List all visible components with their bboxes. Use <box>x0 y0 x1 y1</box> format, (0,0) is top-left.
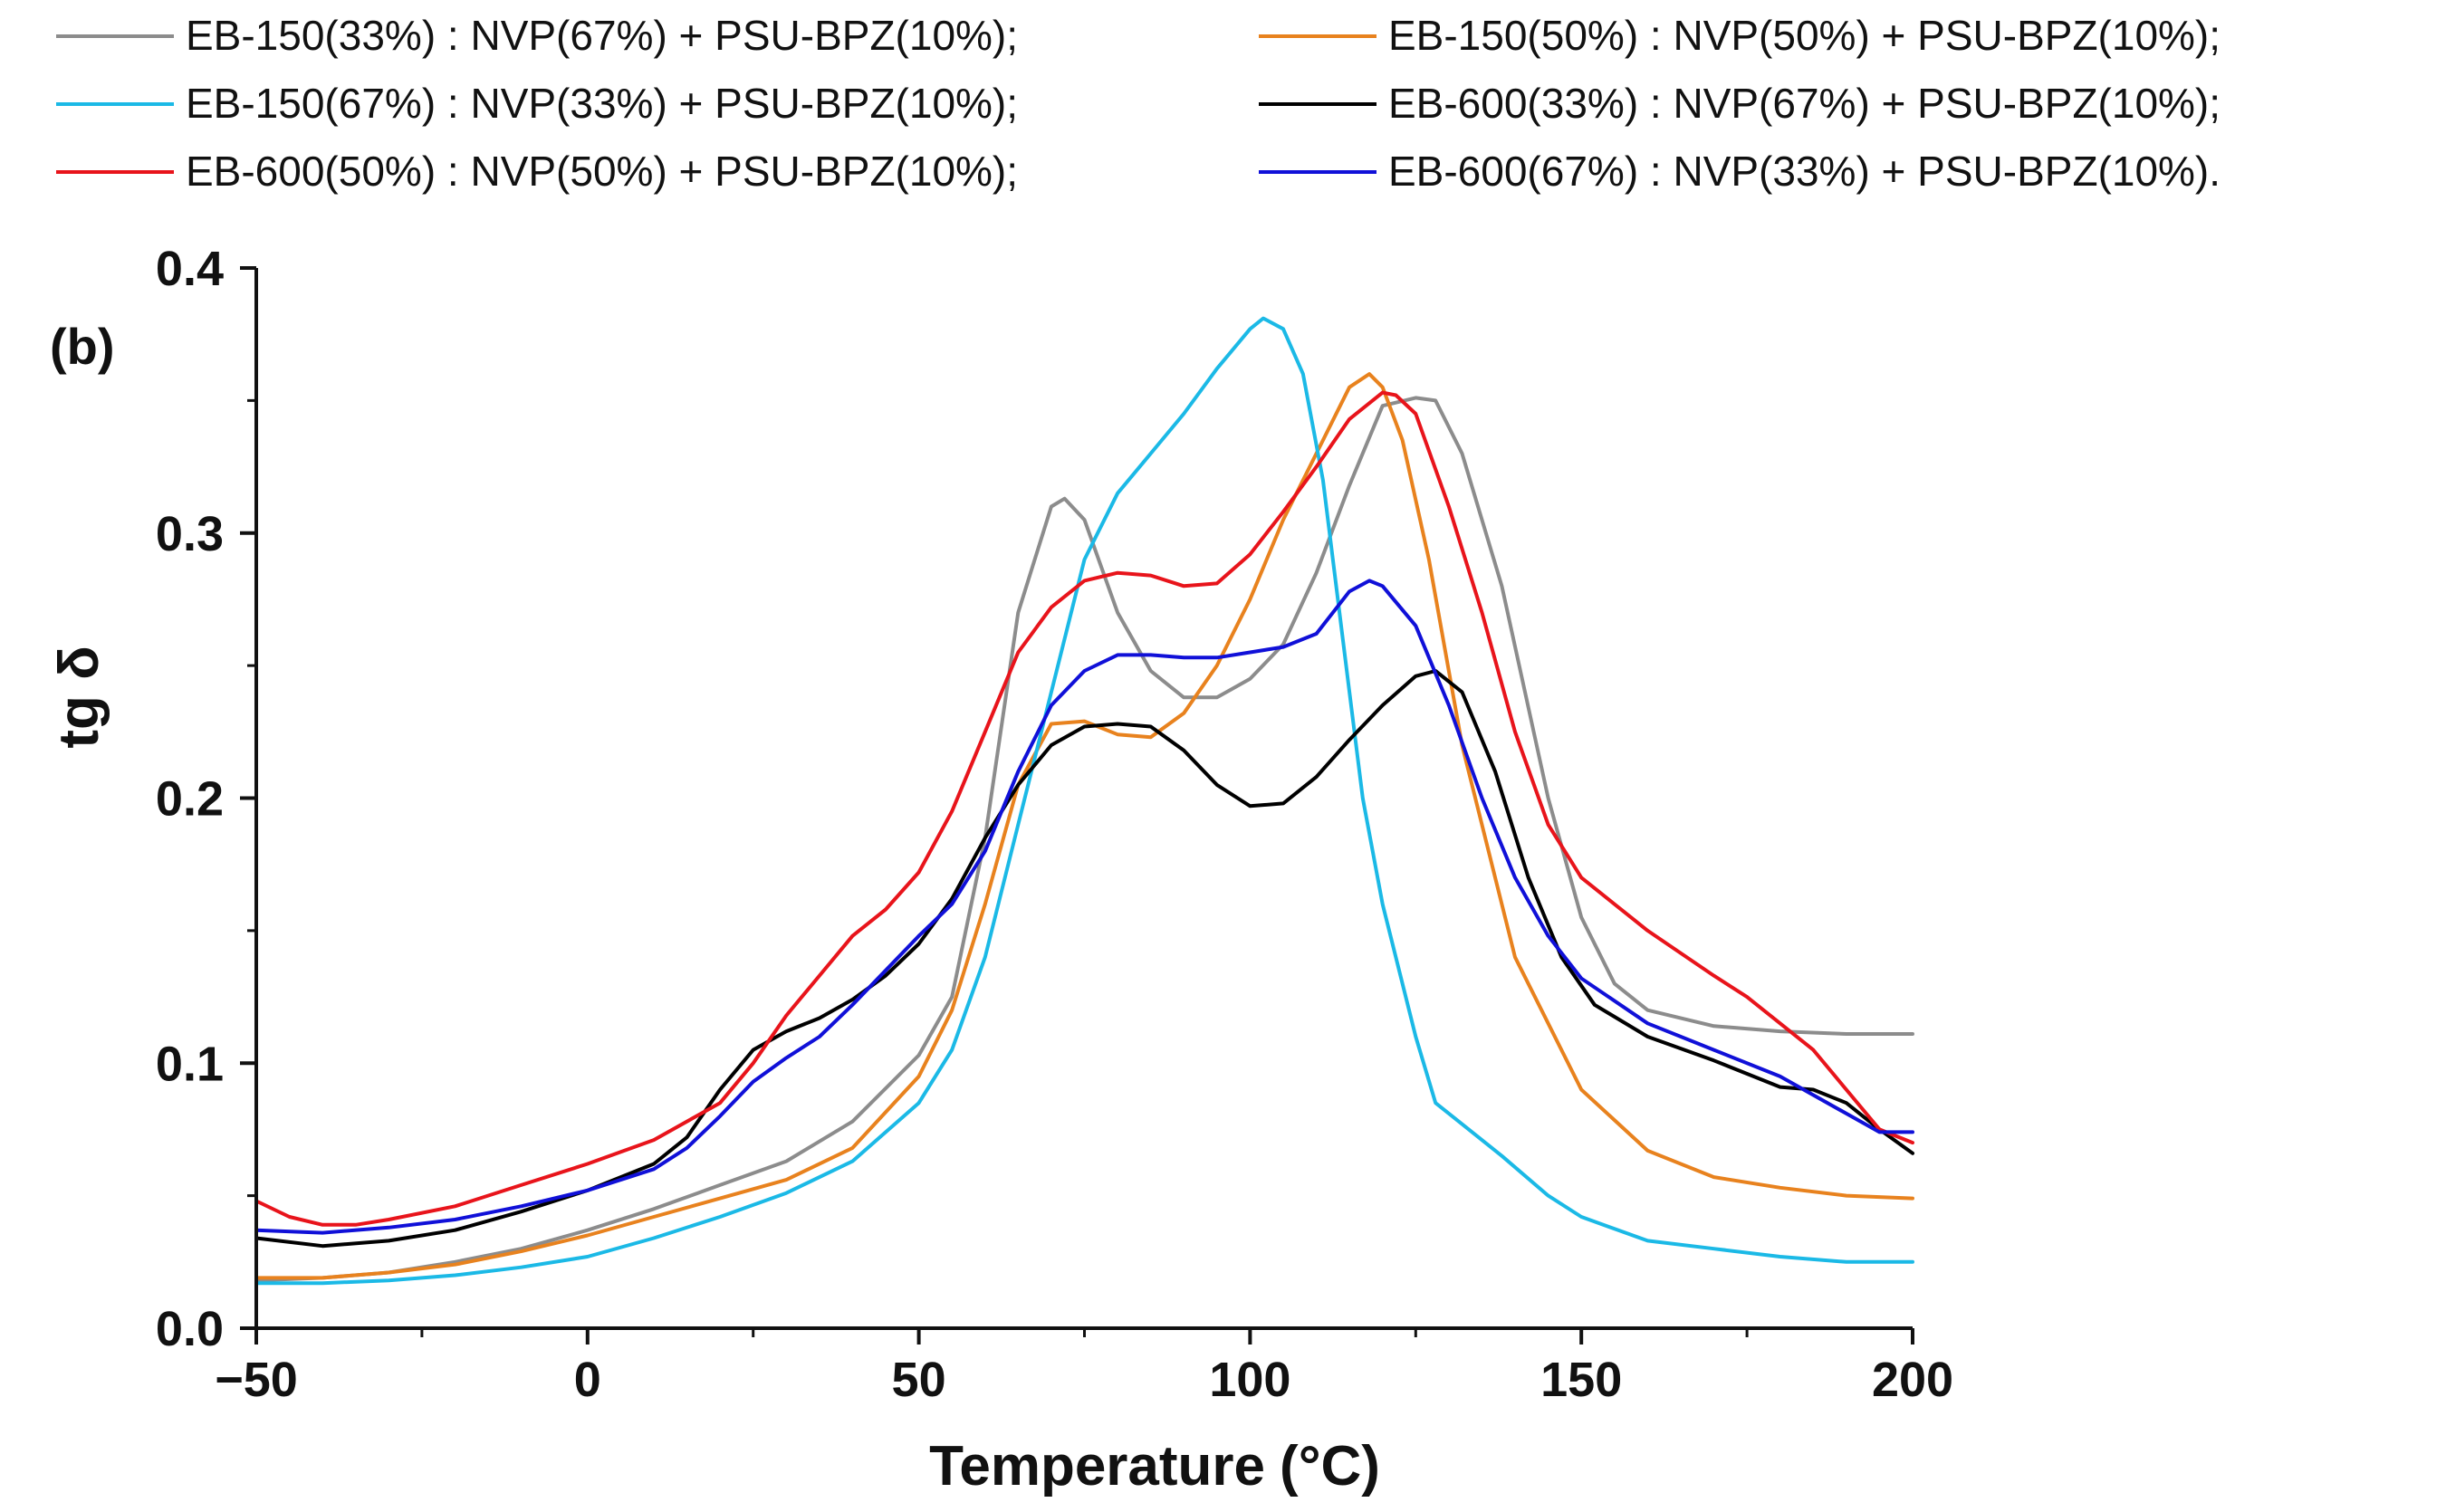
y-tick-label: 0.0 <box>156 1302 224 1356</box>
y-tick-label: 0.2 <box>156 772 224 827</box>
x-tick-label: −50 <box>215 1353 298 1407</box>
x-axis-title-text: Temperature <box>929 1435 1265 1498</box>
panel-label: (b) <box>50 318 115 375</box>
series-line-1 <box>254 396 1914 1283</box>
legend-label: EB-600(67%) : NVP(33%) + PSU-BPZ(10%). <box>1388 148 2221 195</box>
legend-label: EB-600(33%) : NVP(67%) + PSU-BPZ(10%); <box>1388 80 2221 127</box>
series-line-5 <box>254 390 1914 1227</box>
legend-item-6: EB-600(67%) : NVP(33%) + PSU-BPZ(10%). <box>1259 148 2221 195</box>
x-ticks: −50 0 50 100 150 200 <box>215 1328 1953 1407</box>
legend-item-2: EB-150(50%) : NVP(50%) + PSU-BPZ(10%); <box>1259 12 2221 59</box>
x-tick-label: 200 <box>1872 1353 1953 1407</box>
legend-label: EB-150(33%) : NVP(67%) + PSU-BPZ(10%); <box>186 12 1018 59</box>
legend-item-5: EB-600(50%) : NVP(50%) + PSU-BPZ(10%); <box>56 148 1018 195</box>
legend-item-4: EB-600(33%) : NVP(67%) + PSU-BPZ(10%); <box>1259 80 2221 127</box>
x-tick-label: 150 <box>1540 1353 1622 1407</box>
series-line-2 <box>254 372 1914 1280</box>
x-tick-label: 50 <box>892 1353 946 1407</box>
axes: −50 0 50 100 150 200 0.0 0.1 0.2 0.3 0.4 <box>156 242 1953 1407</box>
x-tick-label: 100 <box>1209 1353 1290 1407</box>
y-axis-title: tg δ <box>48 646 110 748</box>
y-tick-label: 0.4 <box>156 242 224 296</box>
legend: EB-150(33%) : NVP(67%) + PSU-BPZ(10%); EB… <box>56 12 2221 195</box>
series-line-6 <box>254 579 1914 1235</box>
y-ticks: 0.0 0.1 0.2 0.3 0.4 <box>156 242 256 1356</box>
x-axis-title-unit: (°C) <box>1280 1435 1380 1498</box>
legend-item-3: EB-150(67%) : NVP(33%) + PSU-BPZ(10%); <box>56 80 1018 127</box>
series-line-3 <box>254 316 1914 1286</box>
legend-label: EB-150(50%) : NVP(50%) + PSU-BPZ(10%); <box>1388 12 2221 59</box>
x-tick-label: 0 <box>574 1353 601 1407</box>
legend-label: EB-150(67%) : NVP(33%) + PSU-BPZ(10%); <box>186 80 1018 127</box>
x-axis-title: Temperature (°C) <box>929 1435 1380 1498</box>
series-line-4 <box>254 669 1914 1249</box>
y-tick-label: 0.1 <box>156 1037 224 1091</box>
legend-item-1: EB-150(33%) : NVP(67%) + PSU-BPZ(10%); <box>56 12 1018 59</box>
series-layer <box>254 316 1914 1286</box>
legend-label: EB-600(50%) : NVP(50%) + PSU-BPZ(10%); <box>186 148 1018 195</box>
y-tick-label: 0.3 <box>156 507 224 561</box>
